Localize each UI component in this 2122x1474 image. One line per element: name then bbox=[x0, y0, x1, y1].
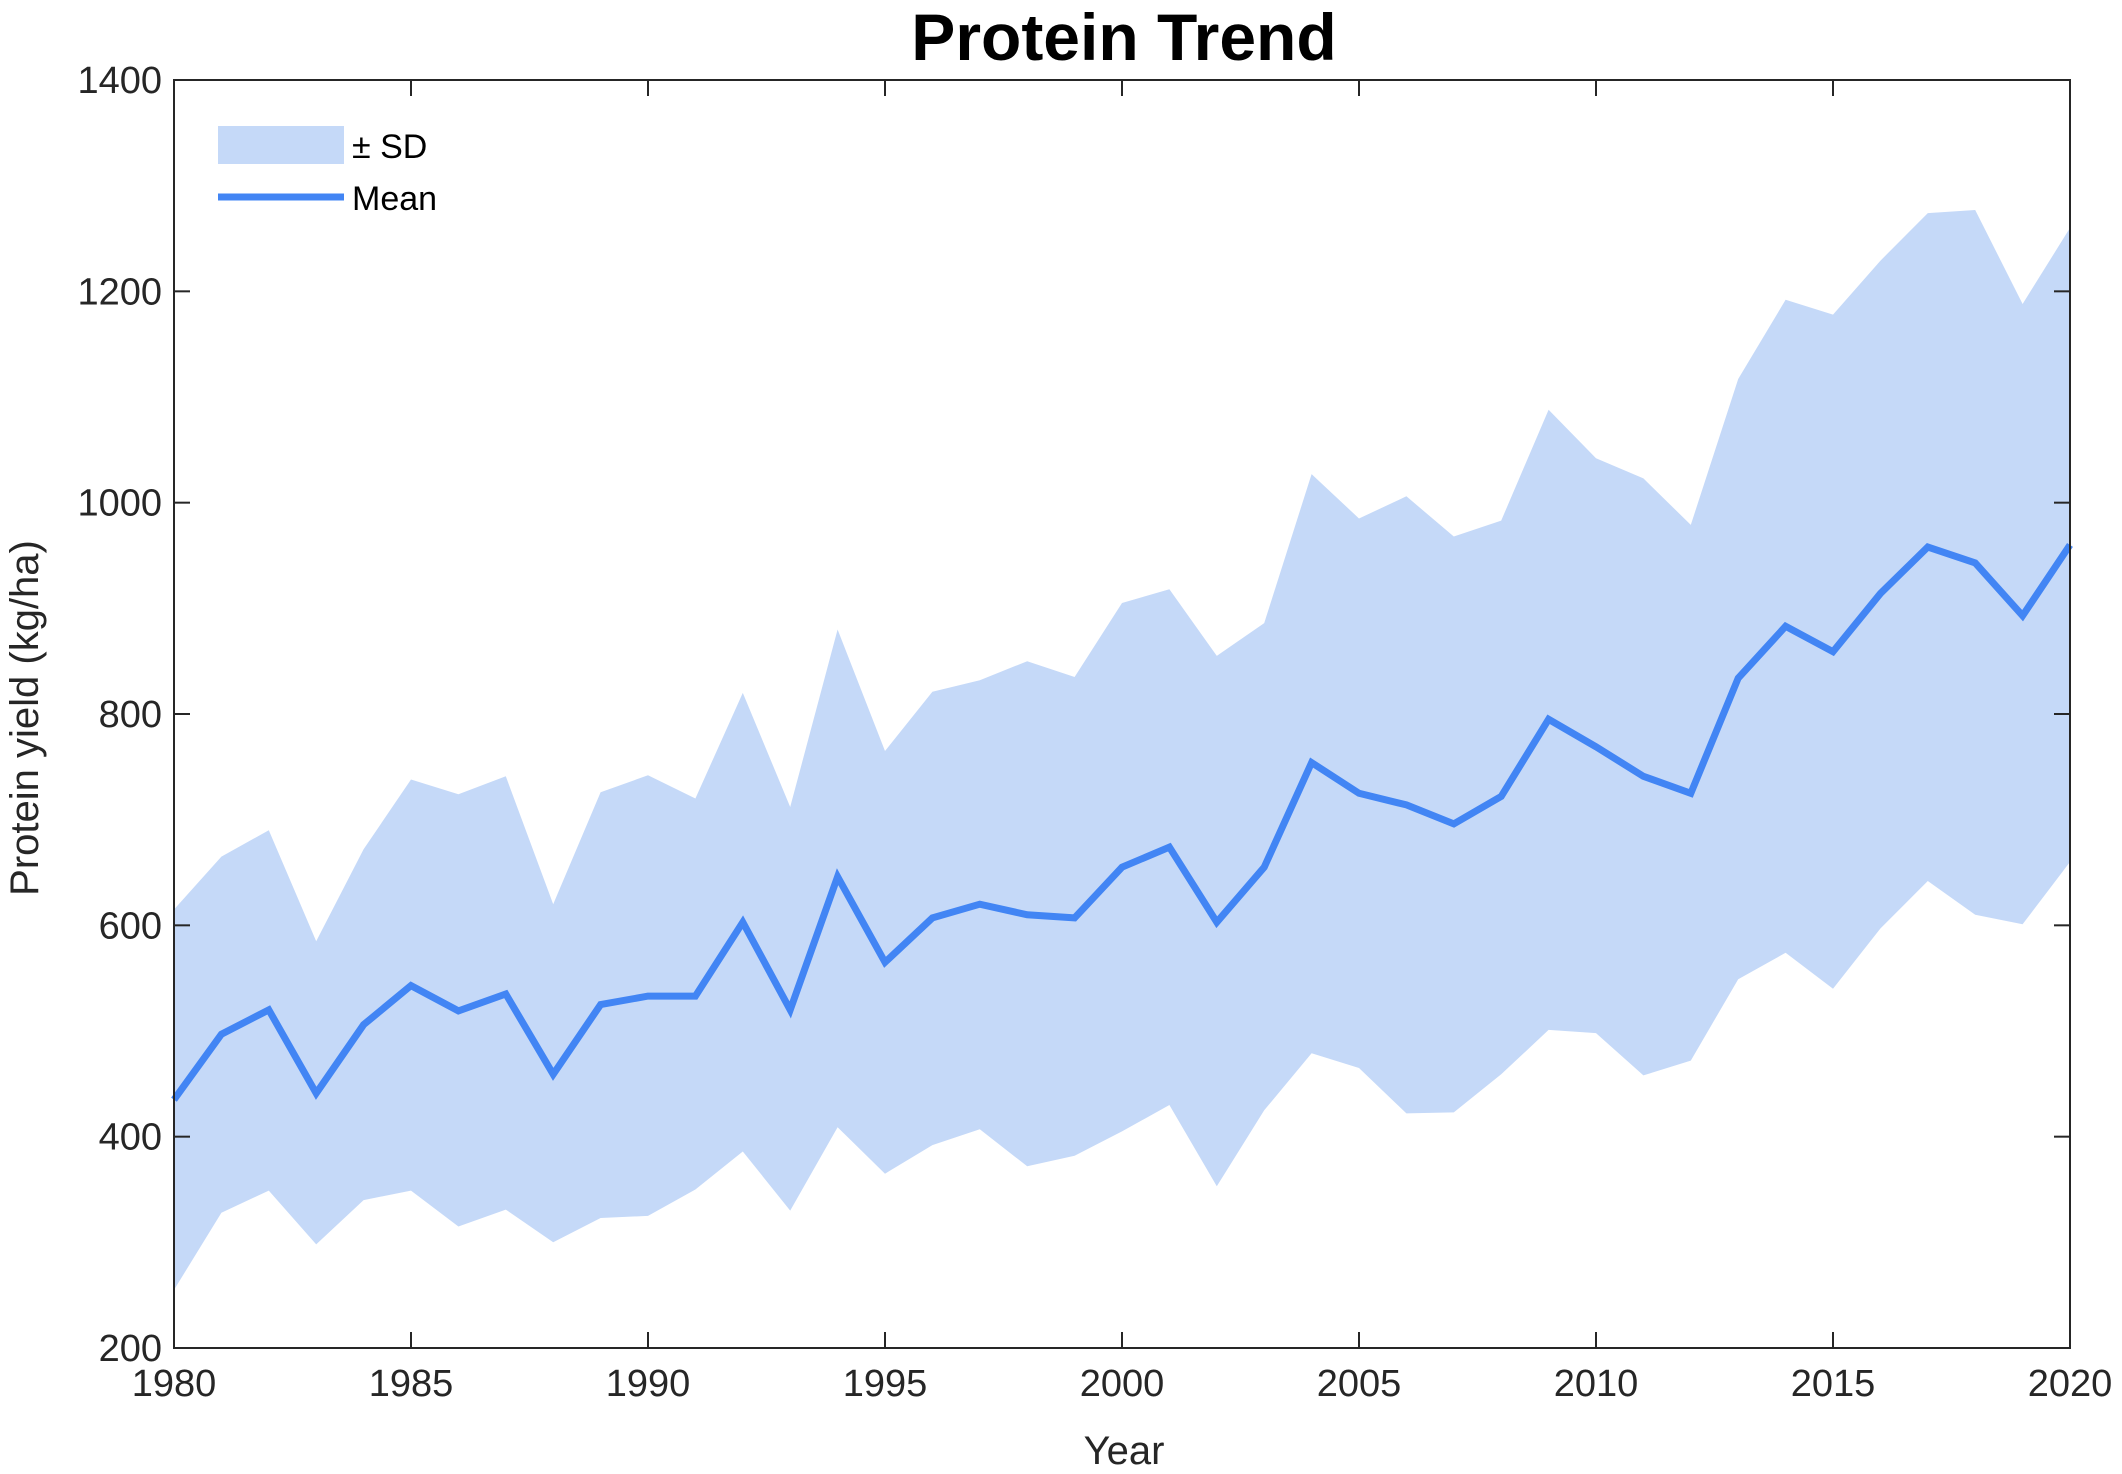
x-tick-label: 1990 bbox=[606, 1363, 691, 1405]
y-tick-label: 400 bbox=[99, 1117, 162, 1159]
x-tick-label: 2015 bbox=[1791, 1363, 1876, 1405]
plot-area bbox=[171, 210, 2073, 1290]
y-tick-label: 1000 bbox=[77, 483, 162, 525]
sd-band bbox=[174, 210, 2070, 1290]
mean-line bbox=[171, 542, 2073, 1102]
x-tick-label: 2020 bbox=[2028, 1363, 2113, 1405]
legend: ± SD Mean bbox=[218, 126, 437, 218]
y-tick-label: 1200 bbox=[77, 271, 162, 313]
x-tick-label: 1995 bbox=[843, 1363, 928, 1405]
x-tick-label: 1985 bbox=[369, 1363, 454, 1405]
y-tick-label: 1400 bbox=[77, 60, 162, 102]
y-tick-label: 600 bbox=[99, 905, 162, 947]
x-axis-title: Year bbox=[1084, 1429, 1165, 1473]
x-tick-label: 2010 bbox=[1554, 1363, 1639, 1405]
x-tick-label: 1980 bbox=[132, 1363, 217, 1405]
legend-mean-label: Mean bbox=[352, 180, 437, 218]
legend-sd-label: ± SD bbox=[352, 128, 427, 166]
legend-sd-swatch bbox=[218, 126, 344, 164]
x-tick-label: 2000 bbox=[1080, 1363, 1165, 1405]
y-tick-label: 800 bbox=[99, 694, 162, 736]
axes: 1980 1985 1990 1995 2000 2005 2010 2015 2020 200 4… bbox=[77, 60, 2112, 1405]
chart-title: Protein Trend bbox=[911, 0, 1336, 74]
y-axis-title: Protein yield (kg/ha) bbox=[3, 540, 47, 896]
x-tick-label: 2005 bbox=[1317, 1363, 1402, 1405]
y-tick-label: 200 bbox=[99, 1328, 162, 1370]
